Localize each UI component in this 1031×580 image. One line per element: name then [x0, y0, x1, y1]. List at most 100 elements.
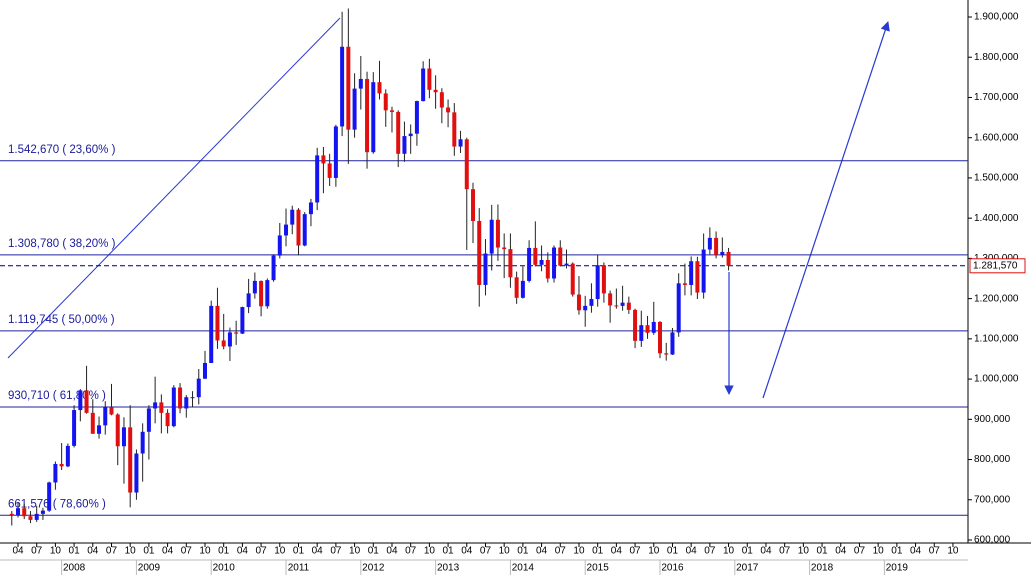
- x-tick-label: 01: [69, 546, 81, 557]
- x-tick-label: 10: [274, 546, 286, 557]
- candle-body: [59, 463, 64, 467]
- candle-body: [259, 280, 264, 307]
- year-label: 2009: [138, 563, 161, 574]
- candle-body: [576, 294, 581, 311]
- candle-body: [564, 263, 569, 266]
- candle-body: [545, 259, 550, 279]
- candle-body: [483, 253, 488, 285]
- candle-body: [651, 321, 656, 333]
- x-tick-label: 10: [50, 546, 62, 557]
- candle-body: [458, 139, 463, 147]
- candle-body: [371, 82, 376, 153]
- candle-body: [502, 247, 507, 250]
- candle-body: [215, 305, 220, 341]
- candle-body: [296, 209, 301, 246]
- candle-body: [620, 302, 625, 306]
- y-tick-label: 1.100,000: [974, 333, 1019, 344]
- x-tick-label: 01: [368, 546, 380, 557]
- candle-body: [340, 46, 345, 127]
- x-tick-label: 07: [929, 546, 941, 557]
- candle-body: [720, 251, 725, 255]
- candle-body: [240, 307, 245, 334]
- level-label: 1.308,780 ( 38,20% ): [8, 238, 116, 250]
- candle-body: [246, 293, 251, 308]
- x-tick-label: 10: [648, 546, 660, 557]
- x-tick-label: 04: [12, 546, 24, 557]
- candle-body: [464, 139, 469, 190]
- y-tick-label: 1.600,000: [974, 132, 1019, 143]
- up-arrow: [762, 21, 890, 399]
- candle-body: [495, 219, 500, 248]
- candle-body: [171, 387, 176, 427]
- x-tick-label: 04: [686, 546, 698, 557]
- x-tick-label: 07: [704, 546, 716, 557]
- x-tick-label: 01: [816, 546, 828, 557]
- x-tick-label: 10: [125, 546, 137, 557]
- candle-body: [28, 516, 33, 520]
- candle-body: [97, 425, 102, 434]
- year-label: 2008: [63, 563, 86, 574]
- candle-body: [520, 280, 525, 298]
- y-tick-label: 1.200,000: [974, 293, 1019, 304]
- candle-body: [439, 92, 444, 108]
- candle-body: [221, 340, 226, 347]
- candle-body: [726, 251, 731, 266]
- y-tick-label: 1.700,000: [974, 92, 1019, 103]
- candle-body: [433, 89, 438, 93]
- candle-body: [383, 93, 388, 111]
- level-label: 661,576 ( 78,60% ): [8, 498, 106, 510]
- candle-body: [471, 189, 476, 221]
- level-label: 930,710 ( 61,80% ): [8, 390, 106, 402]
- candle-body: [639, 325, 644, 341]
- x-tick-label: 07: [106, 546, 118, 557]
- candle-body: [365, 78, 370, 153]
- candle-body: [153, 402, 158, 409]
- candle-body: [196, 378, 201, 398]
- candle-body: [265, 280, 270, 307]
- candle-body: [290, 209, 295, 225]
- x-tick-label: 07: [256, 546, 268, 557]
- candle-body: [670, 332, 675, 355]
- candle-body: [446, 107, 451, 113]
- candle-body: [22, 508, 27, 517]
- y-tick-label: 1.400,000: [974, 213, 1019, 224]
- candle-body: [40, 510, 45, 514]
- candle-body: [284, 224, 289, 236]
- candle-body: [90, 412, 95, 434]
- trend-line: [7, 17, 341, 359]
- x-tick-label: 07: [405, 546, 417, 557]
- candle-body: [570, 263, 575, 295]
- candle-body: [271, 255, 276, 281]
- candle-body: [589, 299, 594, 306]
- candle-body: [508, 249, 513, 278]
- x-tick-label: 10: [499, 546, 511, 557]
- candle-body: [78, 390, 83, 411]
- x-tick-label: 04: [312, 546, 324, 557]
- y-tick-label: 600,000: [974, 535, 1011, 546]
- last-price-label: 1.281,570: [973, 260, 1018, 271]
- x-tick-label: 10: [723, 546, 735, 557]
- year-label: 2019: [886, 563, 909, 574]
- candle-body: [72, 410, 77, 446]
- candle-body: [308, 202, 313, 215]
- candle-body: [389, 110, 394, 112]
- candle-body: [533, 247, 538, 265]
- x-tick-label: 04: [237, 546, 249, 557]
- x-tick-label: 07: [330, 546, 342, 557]
- y-tick-label: 1.000,000: [974, 374, 1019, 385]
- candle-body: [608, 293, 613, 306]
- candle-body: [714, 237, 719, 255]
- candle-body: [190, 397, 195, 399]
- year-label: 2011: [288, 563, 310, 574]
- candle-body: [140, 431, 145, 454]
- candle-body: [614, 305, 619, 307]
- candle-body: [302, 214, 307, 246]
- candle-body: [178, 387, 183, 409]
- candle-body: [583, 305, 588, 311]
- candle-body: [159, 402, 164, 413]
- candle-body: [408, 133, 413, 137]
- x-tick-label: 07: [480, 546, 492, 557]
- candle-body: [414, 101, 419, 134]
- candle-body: [657, 321, 662, 354]
